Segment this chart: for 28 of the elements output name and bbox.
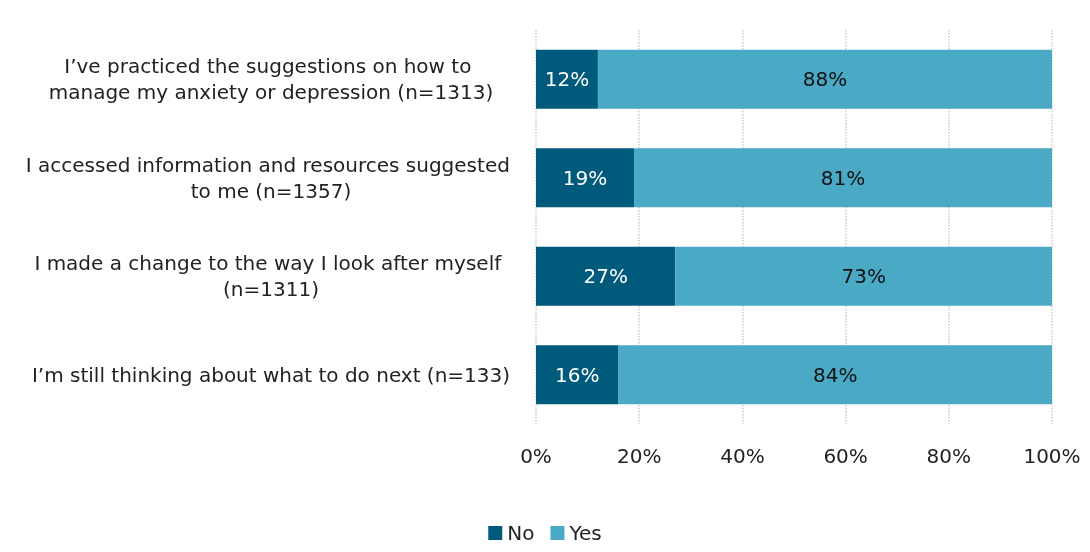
x-tick-label: 0% bbox=[520, 444, 552, 468]
x-tick-label: 40% bbox=[720, 444, 765, 468]
x-tick-label: 60% bbox=[823, 444, 868, 468]
bar bbox=[634, 148, 1052, 208]
data-label: 12% bbox=[544, 67, 590, 92]
y-tick-label: I’ve practiced the suggestions on how to manage my anxiety or depression (n=1313) bbox=[48, 54, 494, 105]
bar bbox=[536, 148, 635, 208]
data-label: 81% bbox=[820, 165, 866, 190]
x-tick-label: 100% bbox=[1023, 444, 1081, 468]
data-label: 27% bbox=[583, 264, 628, 289]
data-label: 73% bbox=[841, 264, 886, 289]
bar bbox=[536, 49, 598, 109]
legend-label: Yes bbox=[568, 521, 602, 545]
y-tick-label: I’m still thinking about what to do next (n=133) bbox=[31, 362, 511, 387]
data-label: 19% bbox=[562, 165, 608, 190]
bar bbox=[597, 49, 1052, 109]
data-label: 16% bbox=[555, 362, 600, 387]
y-tick-label: I accessed information and resources suggested to me (n=1357) bbox=[25, 152, 517, 203]
bar bbox=[675, 246, 1052, 306]
data-label: 88% bbox=[802, 67, 848, 92]
data-label: 84% bbox=[813, 362, 858, 387]
legend-label: No bbox=[507, 521, 535, 545]
x-tick-label: 20% bbox=[616, 444, 662, 468]
bar bbox=[536, 246, 676, 306]
bar bbox=[618, 345, 1052, 405]
x-tick-label: 80% bbox=[926, 444, 972, 468]
y-tick-label: I made a change to the way I look after myself (n=1311) bbox=[34, 251, 508, 302]
bar bbox=[536, 345, 619, 405]
